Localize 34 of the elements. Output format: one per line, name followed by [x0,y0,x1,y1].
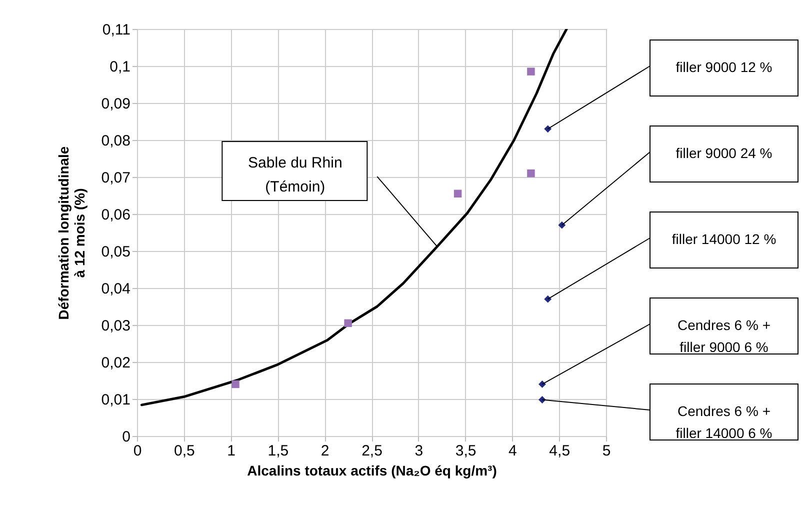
y-tick-label: 0,11 [102,22,130,38]
y-tick-label: 0,02 [101,354,130,372]
y-tick-label: 0,04 [101,280,130,298]
point [558,221,566,229]
x-tick-label: 2,5 [362,442,382,460]
line-series [140,29,568,406]
y-tick-label: 0,05 [101,244,130,260]
x-tick-label: 4 [508,442,517,460]
x-tick-label: 4,5 [549,442,570,460]
x-tick-label: 5 [602,442,611,460]
y-tick-label: 0,08 [101,132,130,150]
x-axis-title: Alcalins totaux actifs (Na₂O éq kg/m³) [247,462,497,478]
point [527,169,535,178]
y-tick-label: 0,03 [101,318,130,334]
y-tick-label: 0,09 [101,96,130,112]
point [538,380,546,388]
x-tick-label: 1,5 [268,442,289,460]
x-tick-label: 0 [133,442,142,460]
point [232,380,240,388]
y-tick-label: 0,01 [101,392,130,408]
annotation: Sable du Rhin (Témoin) [248,154,342,196]
point [454,190,462,198]
point [527,68,535,76]
y-axis-title: Déformation longitudinale à 12 mois (%) [55,146,88,320]
x-tick-label: 3,5 [455,442,476,460]
x-tick-label: 1 [227,442,236,460]
y-tick-label: 0,06 [101,206,130,224]
x-tick-label: 2 [320,442,330,460]
y-tick-label: 0 [122,428,130,446]
x-tick-label: 0,5 [174,442,195,460]
point [344,319,352,328]
x-tick-label: 3 [414,442,424,460]
y-tick-label: 0,07 [101,170,130,186]
y-tick-label: 0,1 [110,58,130,76]
